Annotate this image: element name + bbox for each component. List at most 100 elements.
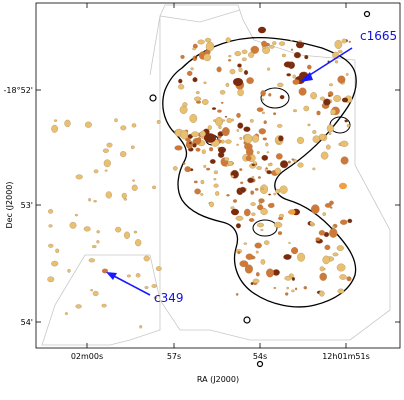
- clump-180: [273, 192, 277, 196]
- clump-351: [152, 185, 157, 190]
- c1665-arrow-line: [304, 47, 353, 79]
- clump-219: [257, 176, 261, 179]
- clump-31: [279, 94, 285, 100]
- clump-344: [48, 224, 53, 228]
- clump-59: [333, 95, 342, 102]
- clump-39: [346, 124, 351, 128]
- clump-401: [258, 26, 266, 34]
- clump-111: [263, 120, 267, 125]
- clump-192: [226, 128, 230, 133]
- clump-265: [336, 263, 346, 272]
- clump-83: [310, 92, 317, 100]
- clump-365: [155, 266, 162, 271]
- clump-92: [290, 40, 293, 42]
- clump-7: [217, 109, 222, 113]
- clump-395: [233, 78, 243, 86]
- clump-72: [186, 70, 193, 76]
- clump-323: [337, 288, 345, 294]
- clump-387: [135, 239, 142, 247]
- clump-318: [322, 255, 330, 265]
- clump-227: [192, 142, 197, 148]
- clump-383: [96, 240, 100, 244]
- clump-348: [53, 119, 58, 122]
- clump-360: [93, 200, 97, 203]
- clump-213: [197, 137, 202, 142]
- clump-201: [256, 166, 262, 170]
- clump-336: [291, 289, 295, 293]
- clump-375: [133, 230, 138, 234]
- clump-361: [144, 286, 149, 289]
- clump-403: [342, 97, 348, 103]
- clump-226: [236, 143, 239, 146]
- clump-300: [347, 218, 353, 224]
- x-axis-ticks: [86, 3, 347, 348]
- clump-142: [197, 39, 205, 45]
- clump-399: [231, 208, 239, 216]
- clump-388: [101, 303, 107, 308]
- clump-152: [267, 67, 271, 71]
- clump-160: [325, 144, 331, 150]
- clump-200: [275, 153, 283, 160]
- clump-73: [338, 50, 343, 54]
- clump-group: [47, 26, 353, 329]
- emission-contour-small-1: [260, 87, 290, 109]
- clump-370: [92, 290, 99, 297]
- clump-394: [120, 151, 127, 158]
- x-tick-label-2: 57s: [167, 352, 181, 361]
- clump-122: [213, 119, 217, 122]
- clump-334: [288, 241, 291, 244]
- clump-169: [236, 129, 240, 132]
- clump-299: [332, 252, 339, 257]
- clump-32: [268, 93, 272, 97]
- clump-3: [218, 125, 222, 129]
- clump-154: [341, 38, 347, 44]
- clump-263: [255, 250, 259, 254]
- clump-337: [324, 244, 331, 251]
- clump-193: [251, 176, 255, 179]
- clump-274: [258, 198, 265, 204]
- clump-89: [344, 119, 349, 123]
- clump-379: [115, 226, 122, 233]
- clump-237: [247, 177, 254, 184]
- clump-60: [329, 83, 333, 87]
- x-tick-label-3: 54s: [253, 352, 267, 361]
- clump-23: [179, 105, 188, 114]
- clump-217: [262, 137, 267, 141]
- clump-176: [259, 184, 269, 194]
- clump-84: [340, 140, 349, 147]
- clump-356: [75, 174, 83, 180]
- clump-333: [252, 278, 260, 284]
- clump-177: [254, 188, 259, 191]
- clump-340: [131, 184, 138, 191]
- clump-367: [126, 274, 131, 278]
- clump-332: [260, 228, 264, 232]
- clump-376: [123, 231, 131, 239]
- clump-147: [221, 119, 226, 122]
- clump-312: [267, 203, 275, 208]
- clump-17: [243, 126, 251, 132]
- clump-286: [322, 212, 326, 216]
- clump-314: [330, 206, 333, 209]
- clump-2: [225, 139, 232, 144]
- clump-283: [291, 247, 299, 255]
- y-tick-label-2: 53': [21, 201, 33, 210]
- clump-102: [307, 64, 312, 70]
- clump-346: [74, 213, 78, 217]
- clump-18: [178, 84, 185, 90]
- c349-arrow-line: [111, 274, 151, 296]
- clump-153: [237, 63, 242, 68]
- clump-254: [224, 157, 230, 161]
- clump-144: [226, 117, 233, 124]
- clump-183: [245, 147, 254, 156]
- clump-114: [237, 122, 244, 129]
- clump-347: [69, 221, 77, 229]
- clump-94: [281, 53, 286, 58]
- clump-372: [55, 248, 60, 253]
- clump-310: [319, 290, 325, 297]
- clump-289: [260, 208, 268, 216]
- clump-350: [51, 260, 59, 267]
- clump-225: [180, 130, 189, 140]
- clump-87: [277, 82, 284, 88]
- clump-75: [246, 77, 254, 84]
- clump-157: [279, 41, 286, 46]
